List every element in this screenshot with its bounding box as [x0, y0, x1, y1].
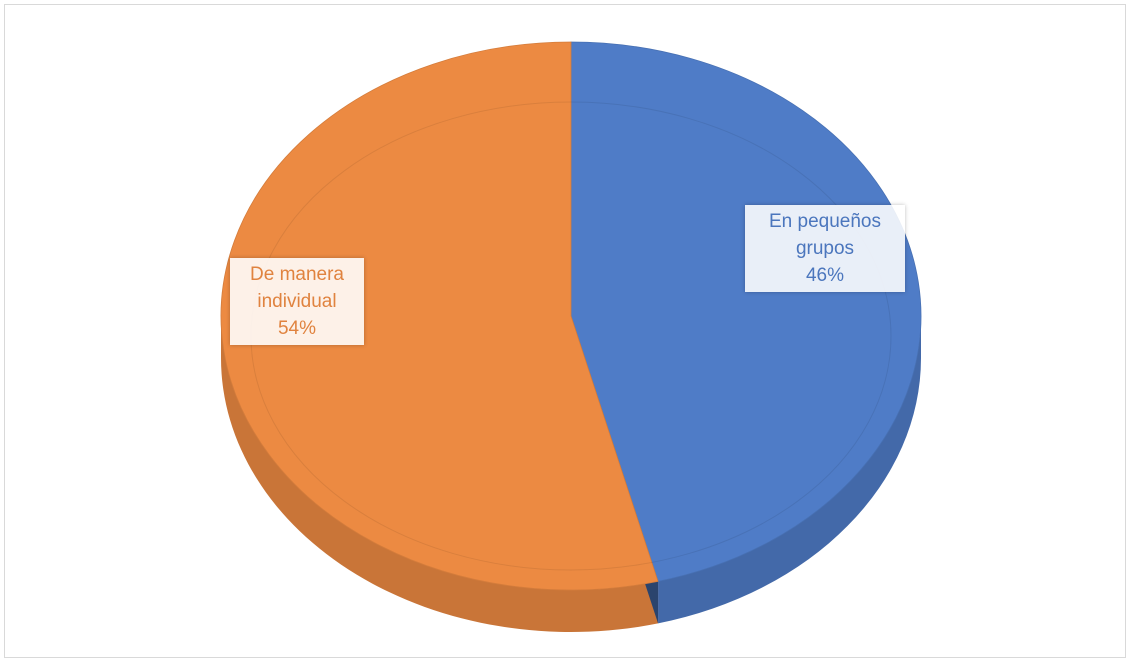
slice: [220, 41, 659, 591]
label-text: 54%: [277, 318, 317, 339]
slice: [570, 41, 922, 582]
data-label: De manera individual 54%: [230, 258, 364, 345]
chart-frame: [4, 4, 1126, 658]
data-label: En pequeños grupos 46%: [745, 205, 905, 292]
label-text: 46%: [805, 265, 845, 286]
label-text: En pequeños grupos: [769, 211, 881, 259]
slice-side: [658, 316, 922, 624]
label-text: De manera individual: [250, 264, 344, 312]
slice-side: [220, 316, 659, 632]
